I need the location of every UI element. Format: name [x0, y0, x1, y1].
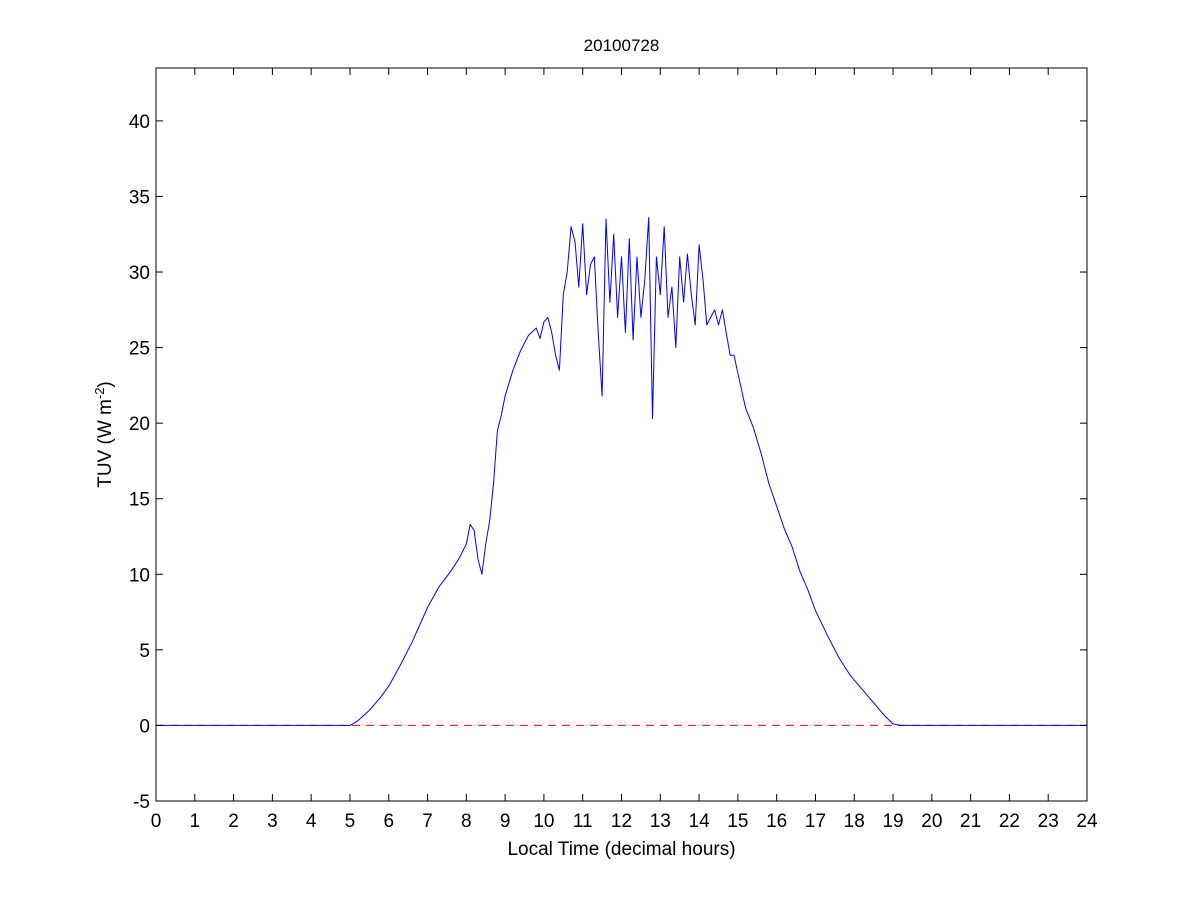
- x-tick-label: 13: [650, 811, 671, 832]
- x-tick-label: 22: [999, 811, 1020, 832]
- x-tick-label: 14: [689, 811, 711, 832]
- x-tick-label: 15: [727, 811, 748, 832]
- x-tick-label: 8: [461, 811, 472, 832]
- x-tick-label: 5: [345, 811, 356, 832]
- x-tick-label: 11: [573, 811, 593, 832]
- x-tick-label: 21: [960, 811, 981, 832]
- y-tick-label: 5: [139, 641, 150, 662]
- x-tick-label: 2: [228, 811, 239, 832]
- x-tick-label: 12: [611, 811, 632, 832]
- series-line-0: [156, 217, 1087, 726]
- y-tick-label: 30: [129, 263, 150, 284]
- x-tick-label: 24: [1076, 811, 1098, 832]
- y-tick-label: 40: [129, 112, 150, 133]
- x-tick-label: 6: [383, 811, 394, 832]
- y-axis-label-close: ): [95, 381, 116, 387]
- x-tick-label: 18: [844, 811, 865, 832]
- y-axis-label-main: TUV (W m: [95, 399, 116, 488]
- x-tick-label: 3: [267, 811, 278, 832]
- x-tick-label: 10: [533, 811, 554, 832]
- x-tick-label: 19: [882, 811, 903, 832]
- x-tick-label: 0: [151, 811, 162, 832]
- x-tick-label: 20: [921, 811, 942, 832]
- x-tick-label: 1: [190, 811, 201, 832]
- y-tick-label: 10: [129, 565, 150, 586]
- plot-area: [156, 68, 1087, 801]
- y-tick-label: 35: [129, 187, 150, 208]
- x-tick-label: 4: [306, 811, 317, 832]
- y-tick-label: -5: [133, 792, 150, 813]
- y-tick-label: 15: [129, 490, 150, 511]
- x-tick-label: 23: [1038, 811, 1059, 832]
- x-tick-label: 7: [422, 811, 433, 832]
- y-tick-label: 0: [139, 716, 150, 737]
- x-tick-label: 9: [500, 811, 511, 832]
- y-axis-label: TUV (W m-2): [92, 381, 116, 488]
- y-tick-label: 25: [129, 339, 150, 360]
- x-tick-label: 17: [805, 811, 826, 832]
- y-tick-label: 20: [129, 414, 150, 435]
- x-tick-label: 16: [766, 811, 787, 832]
- x-axis-label: Local Time (decimal hours): [507, 839, 735, 860]
- y-axis-label-superscript: -2: [92, 388, 107, 400]
- chart-title: 20100728: [584, 36, 660, 55]
